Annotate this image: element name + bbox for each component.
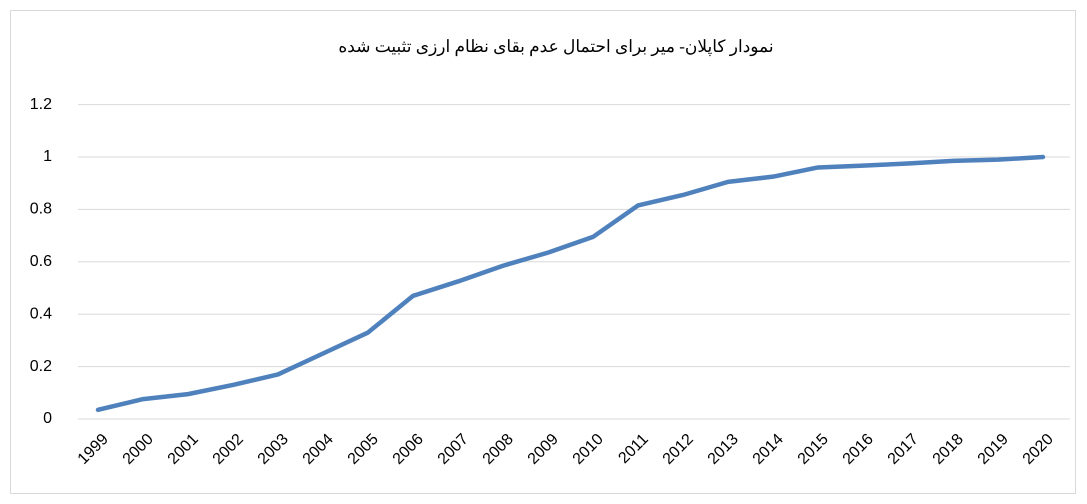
y-tick-label: 0 [43, 410, 52, 427]
y-tick-label: 0.4 [30, 305, 52, 322]
y-tick-label: 1 [43, 148, 52, 165]
line-series [95, 154, 1046, 413]
y-tick-label: 0.2 [30, 358, 52, 375]
y-tick-label: 0.8 [30, 201, 52, 218]
chart-title: نمودار کاپلان- میر برای احتمال عدم بقای … [338, 37, 773, 57]
y-tick-label: 0.6 [30, 253, 52, 270]
y-tick-label: 1.2 [30, 96, 52, 113]
